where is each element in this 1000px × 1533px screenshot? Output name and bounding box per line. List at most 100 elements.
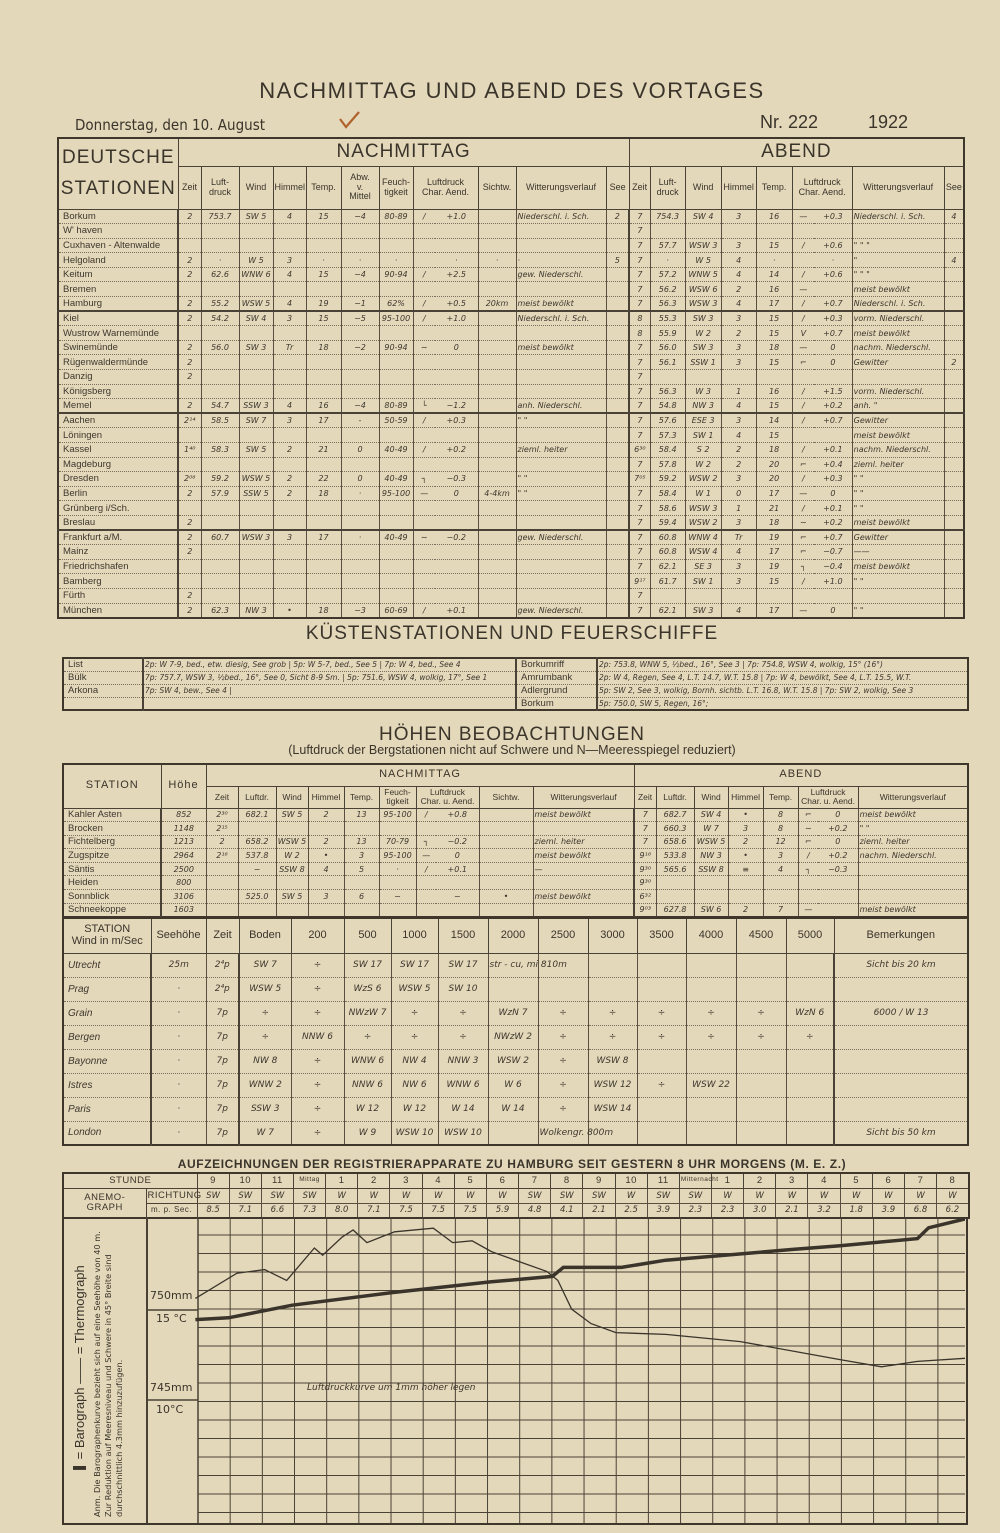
nachmittag-cell: [177, 457, 202, 473]
wind-at-altitude: [636, 953, 687, 978]
hour-cell: 8: [936, 1172, 970, 1189]
nachmittag-cell: [435, 544, 479, 560]
coast-row: List 2p: W 7-9, bed., etw. diesig, See gr…: [62, 658, 969, 672]
nachmittag-cell: [200, 369, 240, 385]
nachmittag-cell: 2: [177, 267, 202, 283]
wind-speed: 2.1: [775, 1202, 809, 1219]
abend-cell: SW 3: [684, 340, 722, 356]
nachmittag-cell: [305, 515, 342, 532]
wind-at-altitude: ÷: [290, 1001, 345, 1026]
abend-cell: 3: [720, 413, 757, 429]
barograph-thermograph-chart: ▬ = Barograph —— = Thermograph Anm. Die …: [62, 1217, 968, 1525]
abend-col-header: Wind: [684, 165, 722, 210]
nachmittag-cell: ·: [378, 862, 417, 877]
nachmittag-cell: 40-49: [378, 471, 414, 487]
abend-cell: +0.3: [814, 311, 853, 327]
lightship-name: Adlergrund: [515, 684, 598, 698]
abend-cell: [943, 238, 965, 254]
abend-cell: 3: [720, 515, 757, 532]
nachmittag-cell: [200, 588, 240, 604]
remark: Sicht bis 50 km: [833, 1121, 969, 1146]
abend-col-header: Luftdr.: [655, 785, 695, 809]
anemograph-label: ANEMO- GRAPH: [62, 1187, 147, 1219]
nachmittag-cell: [515, 369, 607, 385]
nachmittag-cell: [205, 903, 239, 918]
abend-cell: 20: [755, 457, 793, 473]
lightship-observation: 2p: 753.8, WNW 5, ½bed., 16°, See 3 | 7p…: [596, 658, 969, 672]
wind-at-altitude: [537, 977, 589, 1002]
wind-at-altitude: [587, 953, 638, 978]
nachmittag-cell: [200, 384, 240, 400]
nachmittag-cell: [435, 384, 479, 400]
nachmittag-cell: 2¹⁵: [205, 821, 239, 836]
wind-at-altitude: WSW 10: [437, 1121, 489, 1146]
wind-at-altitude: ÷: [735, 1025, 787, 1050]
nachmittag-cell: meist bewölkt: [515, 296, 607, 313]
nachmittag-cell: [378, 544, 414, 560]
nachmittag-cell: [435, 223, 479, 239]
nachmittag-cell: +2.5: [435, 267, 479, 283]
nachmittag-col-header: Witterungsverlauf: [515, 165, 607, 210]
abend-cell: [755, 369, 793, 385]
abend-cell: [857, 875, 969, 891]
abend-cell: [943, 573, 965, 589]
nachmittag-cell: 525.0: [237, 889, 277, 904]
abend-cell: 1: [720, 500, 757, 516]
nachmittag-cell: 753.7: [200, 209, 240, 225]
nachmittag-cell: WSW 5: [238, 471, 274, 487]
wind-at-altitude: str - cu, mi 810m: [487, 953, 567, 978]
nachmittag-cell: [412, 588, 435, 604]
station-row: Löningen 7 57.3 SW 1 4 15 meist bewölkt: [57, 427, 965, 443]
nachmittag-cell: [378, 223, 414, 239]
abend-cell: 7: [628, 398, 651, 415]
time: 7p: [205, 1097, 240, 1122]
wind-direction: W: [807, 1187, 841, 1204]
nachmittag-cell: [412, 223, 435, 239]
altitude-header: 1000: [390, 917, 439, 954]
abend-cell: nachm. Niederschl.: [857, 848, 969, 863]
nachmittag-cell: [412, 354, 435, 371]
altitude-header: STATION Wind in m/Sec: [62, 917, 152, 954]
station-name: Bayonne: [62, 1049, 152, 1074]
nachmittag-cell: [605, 296, 631, 313]
time: 7p: [205, 1025, 240, 1050]
abend-cell: ·: [755, 252, 793, 268]
nachmittag-cell: [412, 325, 435, 341]
hour-cell: 10: [614, 1172, 648, 1189]
nachmittag-cell: ∼: [412, 530, 435, 546]
abend-cell: 17: [755, 296, 793, 313]
nachmittag-cell: [435, 238, 479, 254]
wind-at-altitude: ÷: [537, 1097, 589, 1122]
abend-cell: +0.7: [814, 296, 853, 313]
nachmittag-cell: [412, 573, 435, 589]
wind-at-altitude: NW 8: [238, 1049, 292, 1074]
nachmittag-cell: 2: [205, 835, 239, 850]
nachmittag-cell: 682.1: [237, 808, 277, 823]
wind-at-altitude: [636, 977, 687, 1002]
abend-cell: 59.2: [649, 471, 686, 487]
nachmittag-cell: [415, 875, 436, 891]
abend-cell: 60.8: [649, 530, 686, 546]
time: 7p: [205, 1121, 240, 1146]
abend-cell: ⌐: [797, 835, 819, 850]
abend-cell: /: [791, 398, 815, 415]
abend-cell: +0.2: [818, 821, 859, 836]
nachmittag-cell: [515, 500, 607, 516]
remark: 6000 / W 13: [833, 1001, 969, 1026]
abend-cell: Niederschl. i. Sch.: [851, 209, 945, 225]
abend-cell: 15: [755, 325, 793, 341]
abend-cell: W 7: [693, 821, 729, 836]
nachmittag-cell: [477, 354, 517, 371]
time: 2⁴p: [205, 977, 240, 1002]
abend-cell: meist bewölkt: [851, 427, 945, 443]
nachmittag-cell: 54.7: [200, 398, 240, 415]
remark: [833, 1073, 969, 1098]
nachmittag-cell: 80-89: [378, 209, 414, 225]
nachmittag-cell: 4: [272, 296, 307, 313]
nachmittag-cell: [515, 238, 607, 254]
abend-cell: 62.1: [649, 559, 686, 575]
nachmittag-cell: 22: [305, 471, 342, 487]
nachmittag-cell: 70-79: [378, 835, 417, 850]
abend-cell: 4: [943, 252, 965, 268]
coastal-stations-table: List 2p: W 7-9, bed., etw. diesig, See gr…: [62, 657, 969, 711]
